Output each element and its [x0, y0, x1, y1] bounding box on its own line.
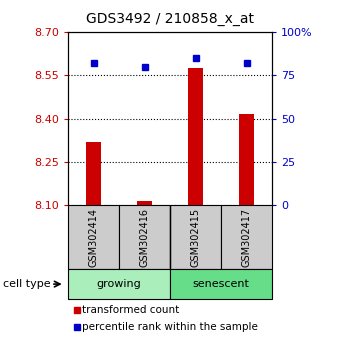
- Bar: [119, 205, 170, 269]
- Text: GSM302417: GSM302417: [241, 207, 252, 267]
- Bar: [221, 205, 272, 269]
- Text: GDS3492 / 210858_x_at: GDS3492 / 210858_x_at: [86, 12, 254, 27]
- Text: GSM302415: GSM302415: [190, 207, 201, 267]
- Bar: [170, 205, 221, 269]
- Bar: [170, 269, 272, 299]
- Bar: [188, 68, 203, 205]
- Bar: [68, 205, 119, 269]
- Bar: [137, 201, 152, 205]
- Text: transformed count: transformed count: [82, 305, 179, 315]
- Text: senescent: senescent: [192, 279, 250, 289]
- Text: growing: growing: [97, 279, 141, 289]
- Text: GSM302416: GSM302416: [139, 208, 150, 267]
- Bar: [86, 142, 101, 205]
- Bar: [239, 114, 254, 205]
- Bar: [68, 269, 170, 299]
- Text: percentile rank within the sample: percentile rank within the sample: [82, 322, 257, 332]
- Text: cell type: cell type: [3, 279, 51, 289]
- Text: GSM302414: GSM302414: [88, 208, 99, 267]
